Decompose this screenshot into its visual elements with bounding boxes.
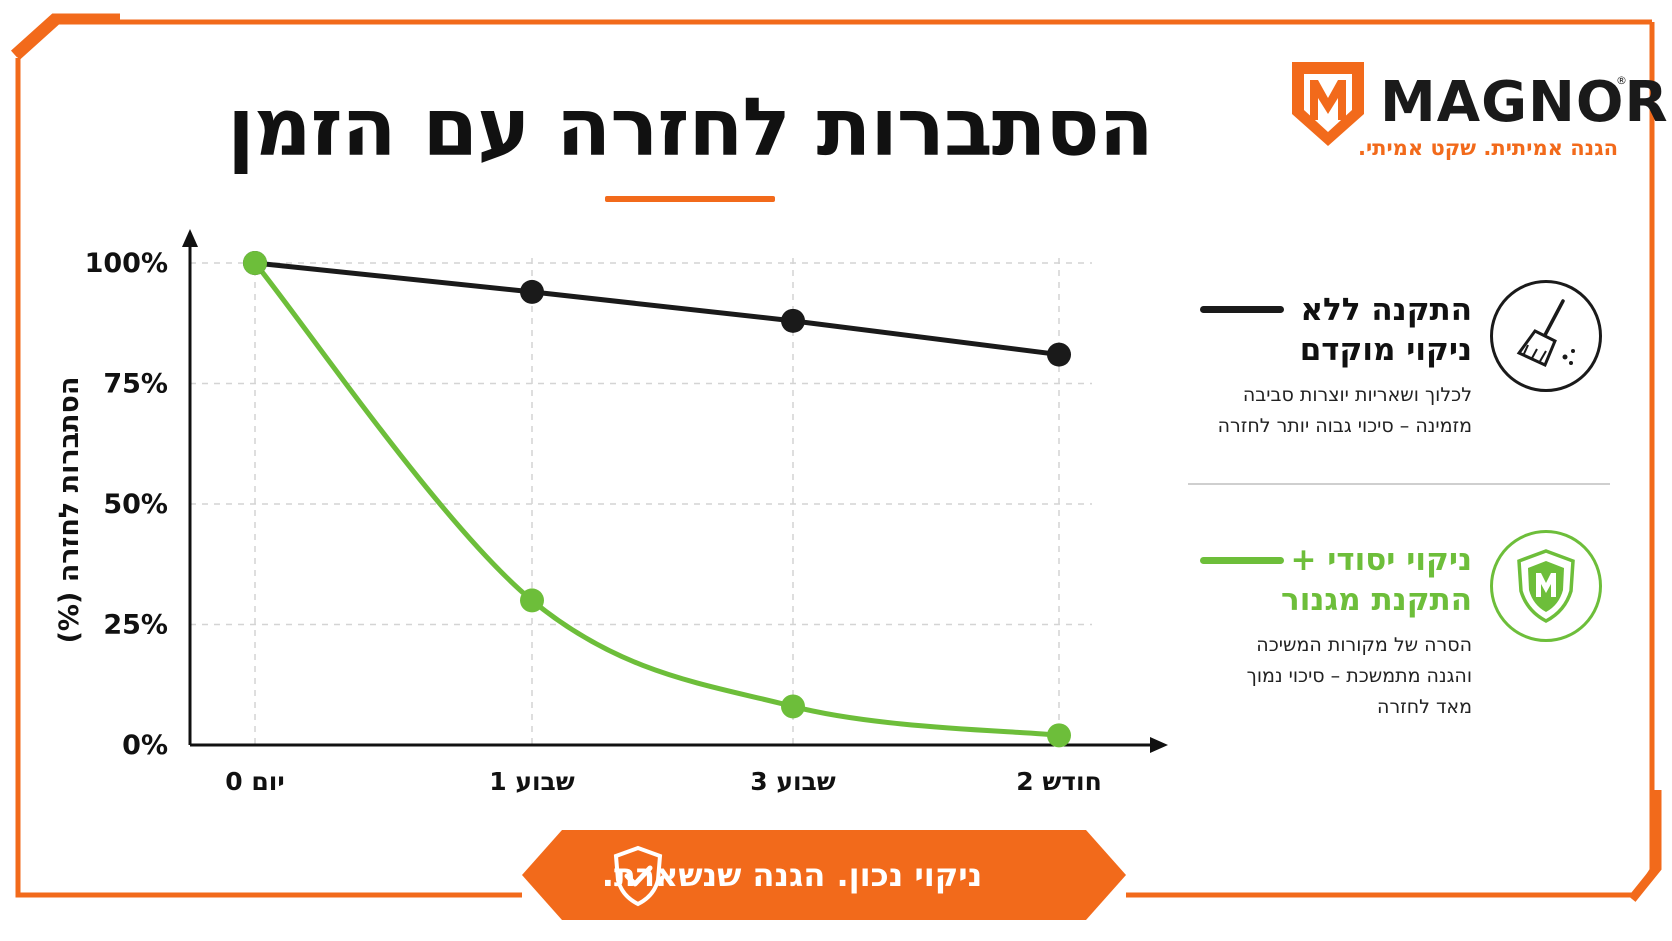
x-tick-label: יום 0 bbox=[225, 767, 284, 796]
brand-logo: MAGNOR ® הגנה אמיתית. שקט אמיתי. bbox=[1288, 58, 1668, 168]
page-title: הסתברות לחזרה עם הזמן bbox=[227, 81, 1153, 174]
brand-name: MAGNOR bbox=[1380, 70, 1669, 135]
x-tick-label: שבוע 3 bbox=[750, 767, 836, 796]
data-point-series-2 bbox=[520, 588, 544, 613]
y-axis-arrow bbox=[182, 229, 198, 247]
legend-swatch-black bbox=[1200, 306, 1284, 313]
legend-title-2-line2: התקנת מגנור bbox=[1281, 582, 1472, 618]
y-tick-label: 25% bbox=[103, 610, 168, 641]
magnor-shield-logo-icon bbox=[1292, 62, 1364, 146]
y-tick-label: 50% bbox=[103, 489, 168, 520]
legend-swatch-green bbox=[1200, 557, 1284, 564]
legend-desc-1-line2: מזמינה – סיכוי גבוה יותר לחזרה bbox=[1217, 415, 1472, 437]
x-tick-label: חודש 2 bbox=[1016, 767, 1102, 796]
legend-item-magnor: ניקוי יסודי + התקנת מגנור הסרה של מקורות… bbox=[1112, 540, 1472, 723]
data-point-series-1 bbox=[781, 308, 805, 333]
legend-title-1-line2: ניקוי מוקדם bbox=[1299, 332, 1472, 368]
title-underline bbox=[605, 196, 775, 202]
legend-desc-2: הסרה של מקורות המשיכה והגנה מתמשכת – סיכ… bbox=[1112, 630, 1472, 723]
series-line-2 bbox=[252, 260, 1062, 738]
registered-mark: ® bbox=[1616, 74, 1627, 87]
legend-desc-1-line1: לכלוך ושאריות יוצרות סביבה bbox=[1242, 384, 1472, 406]
y-axis-label: הסתברות לחזרה (%) bbox=[54, 376, 85, 644]
bottom-banner: ניקוי נכון. הגנה שנשארת. bbox=[522, 830, 1126, 920]
shield-check-icon bbox=[613, 845, 663, 907]
legend-title-1: התקנה ללא ניקוי מוקדם bbox=[1112, 290, 1472, 370]
legend-desc-2-line2: והגנה מתמשכת – סיכוי נמוך bbox=[1246, 665, 1472, 687]
data-point-series-2 bbox=[781, 694, 805, 719]
legend-separator bbox=[1188, 483, 1610, 485]
banner-text: ניקוי נכון. הגנה שנשארת. bbox=[601, 856, 983, 894]
data-point-series-1 bbox=[520, 279, 544, 304]
y-tick-label: 0% bbox=[122, 730, 168, 761]
y-tick-label: 75% bbox=[103, 369, 168, 400]
legend-desc-2-line3: מאד לחזרה bbox=[1377, 696, 1472, 718]
y-tick-label: 100% bbox=[85, 248, 168, 279]
data-point-series-2 bbox=[243, 251, 267, 275]
data-point-series-1 bbox=[1047, 342, 1071, 367]
legend-title-1-line1: התקנה ללא bbox=[1300, 292, 1472, 328]
legend-item-no-cleaning: התקנה ללא ניקוי מוקדם לכלוך ושאריות יוצר… bbox=[1112, 290, 1472, 442]
legend-title-2-line1: ניקוי יסודי + bbox=[1290, 542, 1472, 578]
data-point-series-2 bbox=[1047, 723, 1071, 748]
series-line-1 bbox=[252, 260, 1062, 358]
legend-desc-2-line1: הסרה של מקורות המשיכה bbox=[1256, 634, 1472, 656]
brand-tagline: הגנה אמיתית. שקט אמיתי. bbox=[1357, 136, 1618, 160]
shield-m-icon bbox=[1490, 530, 1602, 642]
legend-title-2: ניקוי יסודי + התקנת מגנור bbox=[1112, 540, 1472, 620]
x-tick-label: שבוע 1 bbox=[489, 767, 575, 796]
x-axis-arrow bbox=[1150, 737, 1168, 753]
legend-desc-1: לכלוך ושאריות יוצרות סביבה מזמינה – סיכו… bbox=[1112, 380, 1472, 442]
broom-icon bbox=[1490, 280, 1602, 392]
